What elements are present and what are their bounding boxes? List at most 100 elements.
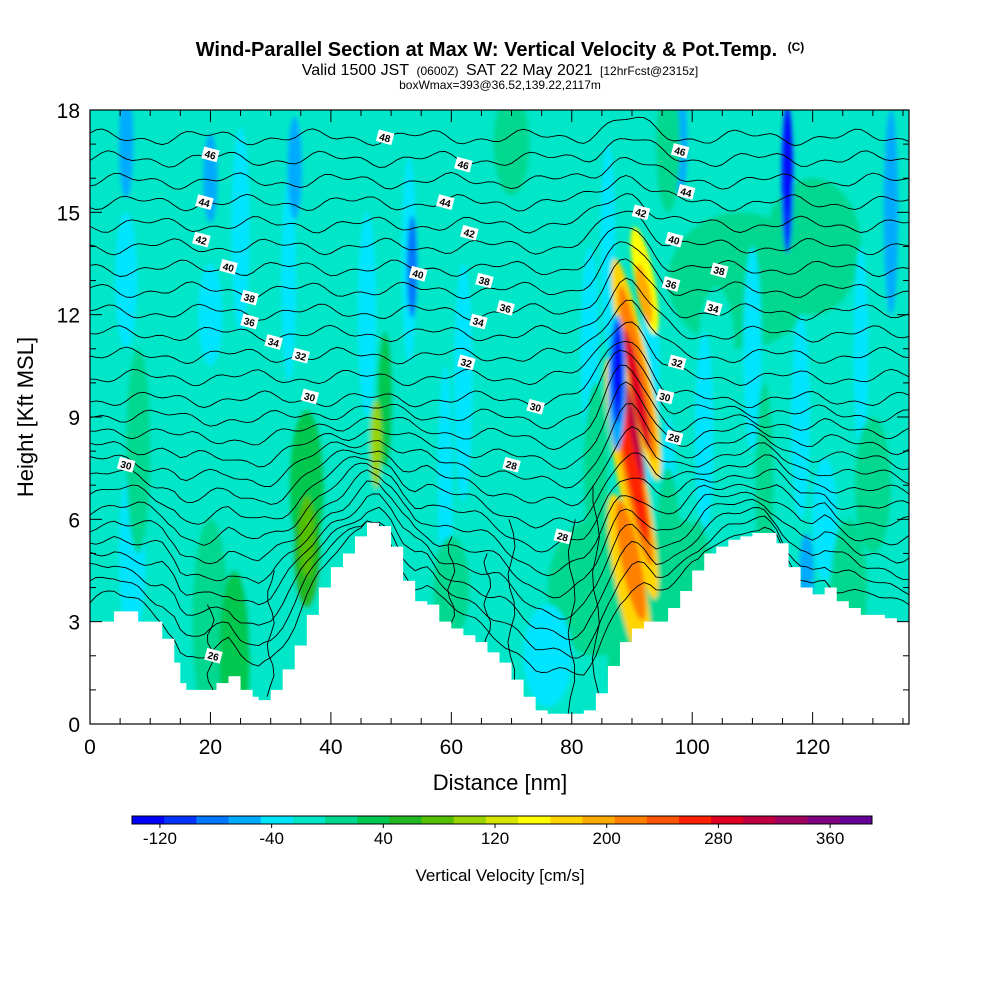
contour-label: 44 xyxy=(195,194,214,210)
contour-label: 46 xyxy=(201,146,220,163)
svg-text:46: 46 xyxy=(673,146,687,160)
colorbar-swatch xyxy=(775,816,809,824)
colorbar-tick-label: 40 xyxy=(374,829,393,848)
contour-label: 30 xyxy=(300,388,320,405)
svg-text:42: 42 xyxy=(194,234,208,248)
colorbar-swatch xyxy=(421,816,455,824)
contour-label: 42 xyxy=(192,231,211,248)
contour-label: 38 xyxy=(475,272,494,289)
svg-text:34: 34 xyxy=(266,337,280,351)
colorbar-swatch xyxy=(678,816,712,824)
svg-text:30: 30 xyxy=(528,401,542,415)
colorbar-swatch xyxy=(228,816,262,824)
svg-text:28: 28 xyxy=(504,459,518,473)
chart-subtitle: Valid 1500 JST (0600Z) SAT 22 May 2021 [… xyxy=(302,62,699,79)
colorbar-tick-label: 200 xyxy=(593,829,621,848)
y-tick-label: 12 xyxy=(57,305,80,328)
svg-text:44: 44 xyxy=(438,197,452,211)
colorbar-swatch xyxy=(325,816,358,824)
svg-text:46: 46 xyxy=(203,149,217,163)
colorbar-swatch xyxy=(389,816,423,824)
svg-text:48: 48 xyxy=(378,132,392,146)
svg-text:38: 38 xyxy=(712,265,726,279)
colorbar-swatch xyxy=(132,816,165,824)
colorbar-swatch xyxy=(260,816,294,824)
contour-label: 40 xyxy=(664,231,684,248)
contour-label: 32 xyxy=(457,354,476,371)
contour-label: 30 xyxy=(116,456,136,473)
svg-text:30: 30 xyxy=(303,391,317,405)
contour-label: 36 xyxy=(240,313,259,330)
colorbar-tick-label: 120 xyxy=(481,829,509,848)
colorbar-swatch xyxy=(807,816,841,824)
colorbar-swatch xyxy=(614,816,648,824)
contour-label: 32 xyxy=(667,354,687,371)
svg-text:30: 30 xyxy=(658,391,672,405)
y-tick-label: 3 xyxy=(68,612,80,635)
svg-text:42: 42 xyxy=(462,227,476,241)
svg-text:44: 44 xyxy=(679,187,693,201)
svg-text:38: 38 xyxy=(242,292,256,306)
y-axis-title: Height [Kft MSL] xyxy=(13,337,38,497)
contour-label: 34 xyxy=(469,313,488,330)
contour-label: 42 xyxy=(460,224,479,241)
contour-label: 28 xyxy=(664,429,684,446)
terrain xyxy=(90,522,909,724)
colorbar-swatch xyxy=(453,816,487,824)
colorbar-swatch xyxy=(646,816,680,824)
x-axis: 0 20 40 60 80 100 120 xyxy=(84,110,904,759)
svg-text:32: 32 xyxy=(459,357,473,371)
contour-label: 26 xyxy=(204,647,223,664)
colorbar-swatch xyxy=(485,816,519,824)
colorbar-swatch xyxy=(164,816,197,824)
x-axis-title: Distance [nm] xyxy=(433,770,568,795)
colorbar-swatch xyxy=(711,816,744,824)
x-tick-label: 20 xyxy=(199,736,222,759)
colorbar-tick-label: -120 xyxy=(143,829,177,848)
svg-text:40: 40 xyxy=(667,234,681,248)
contour-label: 44 xyxy=(436,194,455,210)
svg-text:32: 32 xyxy=(670,357,684,371)
svg-text:32: 32 xyxy=(294,350,308,364)
svg-text:42: 42 xyxy=(634,207,648,221)
colorbar-swatch xyxy=(839,816,873,824)
contour-label: 40 xyxy=(219,259,238,275)
contour-label: 32 xyxy=(291,347,311,364)
contour-label: 34 xyxy=(264,334,283,350)
colorbar-swatch xyxy=(196,816,230,824)
y-tick-label: 0 xyxy=(68,714,80,737)
colorbar-tick-label: -40 xyxy=(259,829,284,848)
svg-text:36: 36 xyxy=(664,279,678,293)
svg-text:30: 30 xyxy=(119,459,133,473)
x-tick-label: 60 xyxy=(440,736,463,759)
contour-label: 28 xyxy=(502,456,521,473)
contour-label: 36 xyxy=(661,276,681,293)
y-tick-label: 18 xyxy=(57,100,80,123)
colorbar-swatch xyxy=(357,816,390,824)
contour-label: 46 xyxy=(670,143,690,160)
colorbar-swatch xyxy=(582,816,616,824)
contour-label: 30 xyxy=(655,388,675,405)
svg-text:36: 36 xyxy=(498,303,512,317)
svg-text:46: 46 xyxy=(456,159,470,173)
contour-label: 38 xyxy=(240,289,259,306)
svg-text:28: 28 xyxy=(556,531,570,545)
contour-label: 46 xyxy=(454,156,473,173)
svg-text:40: 40 xyxy=(221,262,235,276)
contour-label: 36 xyxy=(496,299,515,317)
colorbar-swatch xyxy=(518,816,551,824)
theta-contours xyxy=(90,116,909,714)
colorbar-swatch xyxy=(550,816,583,824)
colorbar-tick-label: 360 xyxy=(816,829,844,848)
x-tick-label: 100 xyxy=(675,736,710,759)
colorbar-swatch xyxy=(292,816,326,824)
x-tick-label: 80 xyxy=(560,736,583,759)
theta-contour-labels: 46 44 42 40 38 36 34 32 30 30 48 46 44 42 40 38 36 34 32 30… xyxy=(116,129,729,664)
svg-text:34: 34 xyxy=(706,303,720,317)
chart-title: Wind-Parallel Section at Max W: Vertical… xyxy=(196,39,805,61)
contour-label: 30 xyxy=(526,398,545,415)
plot-area: 46 44 42 40 38 36 34 32 30 30 48 46 44 42 40 38 36 34 32 30… xyxy=(90,110,909,724)
box-info: boxWmax=393@36.52,139.22,2117m xyxy=(399,78,601,92)
svg-text:44: 44 xyxy=(197,197,211,211)
